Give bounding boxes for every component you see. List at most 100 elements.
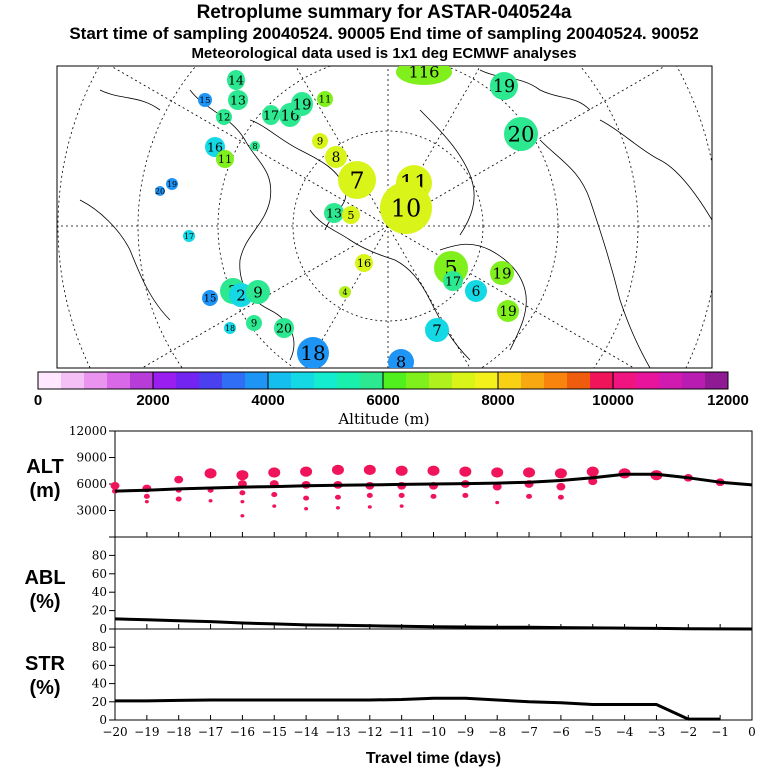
map-marker-label-7: 11 — [319, 95, 332, 106]
str-xtick-label-10: −10 — [421, 725, 446, 739]
map-marker-25 — [339, 286, 351, 298]
colorbar-segment-9 — [245, 372, 269, 389]
coastline-8 — [99, 89, 161, 111]
map-marker-14 — [312, 133, 328, 149]
colorbar-segment-8 — [222, 372, 246, 389]
map-marker-37 — [274, 318, 294, 338]
map-marker-9 — [490, 72, 518, 100]
sampling-times: Start time of sampling 20040524. 90005 E… — [69, 24, 699, 43]
alt-scatter-point-51 — [586, 466, 599, 477]
colorbar-segment-28 — [682, 372, 706, 389]
colorbar-segment-25 — [613, 372, 637, 389]
map-marker-35 — [297, 337, 329, 368]
str-xtick-label-9: −11 — [389, 725, 414, 739]
alt-scatter-point-39 — [459, 466, 472, 477]
alt-ytick-label-3: 9000 — [76, 451, 107, 465]
str-xtick-label-14: −6 — [552, 725, 570, 739]
map-marker-label-1: 15 — [199, 96, 210, 106]
alt-scatter-point-35 — [399, 504, 404, 508]
map-marker-3 — [216, 109, 232, 125]
colorbar-segment-24 — [590, 372, 614, 389]
map-marker-label-36: 9 — [251, 319, 257, 330]
map-marker-label-35: 18 — [300, 341, 325, 365]
str-frame — [114, 628, 753, 721]
map-marker-18 — [338, 161, 376, 199]
map-marker-12 — [216, 150, 234, 168]
map-marker-label-24: 16 — [357, 257, 371, 270]
alt-scatter-point-10 — [208, 499, 213, 503]
map-marker-label-25: 4 — [342, 288, 347, 297]
colorbar-segment-18 — [452, 372, 476, 389]
coastline-7 — [79, 199, 171, 321]
colorbar-segment-17 — [429, 372, 453, 389]
map-marker-label-23: 17 — [184, 232, 194, 241]
str-xtick-label-19: −1 — [711, 725, 729, 739]
map-marker-22 — [380, 182, 432, 234]
meridian-line-330 — [387, 66, 666, 227]
alt-scatter-point-19 — [272, 504, 277, 508]
colorbar-segment-20 — [498, 372, 522, 389]
map-marker-label-29: 6 — [472, 284, 481, 300]
map-marker-label-38: 7 — [432, 321, 442, 339]
alt-scatter-point-49 — [556, 482, 566, 491]
alt-scatter-point-42 — [491, 467, 504, 478]
str-xtick-label-15: −5 — [584, 725, 602, 739]
colorbar-segment-2 — [84, 372, 108, 389]
map-marker-label-39: 18 — [225, 324, 235, 333]
map-marker-7 — [317, 91, 333, 107]
alt-scatter-point-26 — [334, 494, 341, 500]
map-marker-13 — [250, 141, 260, 151]
map-marker-label-14: 9 — [317, 137, 323, 148]
map-marker-30 — [202, 290, 218, 306]
abl-ytick-label-0: 0 — [99, 622, 107, 636]
str-xtick-label-20: 0 — [748, 725, 756, 739]
map-marker-label-32: 2 — [236, 286, 246, 304]
map-marker-8 — [396, 66, 452, 85]
coastline-3 — [439, 243, 527, 351]
alt-scatter-point-1 — [110, 481, 120, 490]
alt-scatter-point-8 — [204, 468, 217, 479]
map-marker-39 — [224, 322, 236, 334]
alt-scatter-point-30 — [366, 492, 373, 499]
map-panel: 1415131217161911116192016118982019711135… — [56, 65, 713, 369]
map-marker-label-20: 13 — [326, 205, 342, 220]
alt-scatter-point-20 — [300, 466, 313, 477]
map-marker-10 — [504, 117, 538, 151]
map-marker-6 — [291, 92, 313, 116]
abl-ytick-label-3: 60 — [92, 567, 107, 581]
colorbar-segment-16 — [406, 372, 430, 389]
colorbar-segment-6 — [176, 372, 200, 389]
colorbar-segment-15 — [383, 372, 407, 389]
str-ytick-label-2: 40 — [92, 677, 107, 691]
colorbar-tick-label-0: 0 — [34, 392, 42, 409]
str-xtick-label-17: −3 — [648, 725, 666, 739]
meridian-line-30 — [387, 225, 635, 368]
map-marker-label-28: 19 — [492, 264, 511, 282]
map-marker-23 — [183, 230, 195, 242]
coastline-6 — [599, 119, 712, 221]
alt-scatter-point-13 — [239, 490, 246, 496]
str-xtick-label-12: −8 — [488, 725, 506, 739]
map-marker-label-21: 5 — [347, 209, 354, 222]
map-marker-label-4: 17 — [263, 107, 279, 122]
colorbar-segment-26 — [636, 372, 660, 389]
colorbar-segment-14 — [360, 372, 384, 389]
alt-label-line2: (m) — [29, 480, 61, 502]
map-marker-label-17: 19 — [167, 180, 177, 189]
colorbar-segment-22 — [544, 372, 568, 389]
map-marker-label-16: 20 — [155, 187, 165, 196]
alt-scatter-point-38 — [430, 493, 437, 499]
alt-scatter-point-14 — [240, 499, 245, 504]
chart-title: Retroplume summary for ASTAR-040524a — [196, 2, 572, 23]
str-ytick-label-0: 0 — [99, 713, 107, 727]
alt-scatter-point-7 — [175, 496, 182, 502]
map-marker-0 — [227, 70, 245, 90]
alt-ytick-label-2: 6000 — [76, 477, 107, 491]
panel-alt: 3000 6000 9000 12000 — [69, 424, 753, 538]
str-xtick-label-3: −17 — [198, 725, 223, 739]
str-series-line — [115, 696, 721, 721]
map-marker-29 — [465, 280, 487, 302]
str-ytick-label-1: 20 — [92, 695, 107, 709]
map-marker-label-30: 15 — [204, 294, 217, 305]
str-xtick-label-16: −4 — [616, 725, 634, 739]
